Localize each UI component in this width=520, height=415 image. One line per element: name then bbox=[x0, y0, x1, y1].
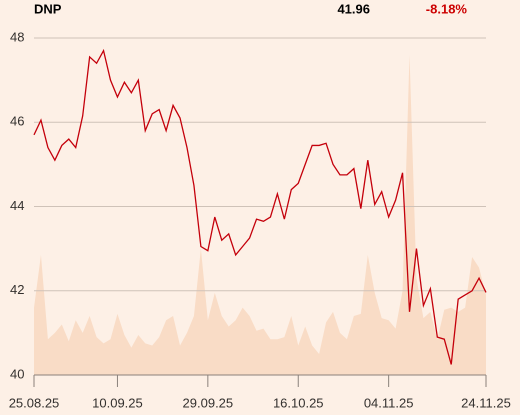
chart-title: DNP bbox=[34, 1, 62, 16]
x-tick-label: 29.09.25 bbox=[183, 395, 234, 410]
y-tick-label: 40 bbox=[10, 366, 24, 381]
price-line bbox=[33, 48, 487, 365]
y-tick-label: 42 bbox=[10, 282, 24, 297]
price-change: -8.18% bbox=[426, 1, 468, 16]
x-tick-label: 16.10.25 bbox=[273, 395, 324, 410]
x-tick-label: 24.11.25 bbox=[461, 395, 511, 410]
y-tick-label: 48 bbox=[10, 29, 24, 44]
last-price: 41.96 bbox=[337, 1, 370, 16]
y-tick-label: 46 bbox=[10, 114, 24, 129]
y-tick-label: 44 bbox=[10, 198, 24, 213]
x-tick-label: 10.09.25 bbox=[92, 395, 143, 410]
area bbox=[34, 54, 486, 375]
x-tick-label: 04.11.25 bbox=[364, 395, 414, 410]
x-tick-label: 25.08.25 bbox=[9, 395, 60, 410]
